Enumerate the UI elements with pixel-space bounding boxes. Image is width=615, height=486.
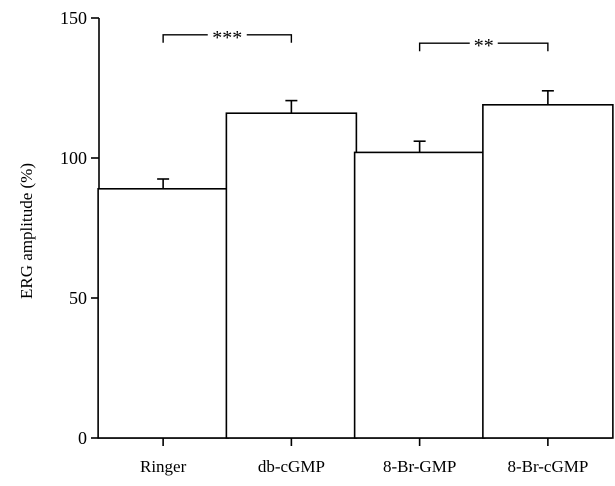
bar-8-br-cgmp (482, 104, 614, 439)
significance-label: *** (212, 27, 242, 49)
y-tick-label: 150 (60, 8, 87, 28)
bars (97, 104, 614, 439)
x-tick-label: Ringer (140, 457, 187, 476)
x-tick-label: 8-Br-GMP (383, 457, 456, 476)
bar-ringer (97, 188, 229, 439)
significance-bracket-right (497, 42, 549, 52)
bar-8-br-gmp (353, 151, 486, 439)
x-tick-label: 8-Br-cGMP (507, 457, 588, 476)
x-tick-label: db-cGMP (258, 457, 325, 476)
y-axis-label: ERG amplitude (%) (17, 163, 36, 299)
significance-brackets: *** ** (162, 27, 549, 57)
y-tick-label: 0 (78, 428, 87, 448)
significance-bracket-left (162, 34, 208, 43)
y-tick-label: 50 (69, 288, 87, 308)
significance-label: ** (474, 35, 494, 57)
axes: 0 50 100 150 Ringer db-cGMP 8-Br-GMP 8-Br-cGMP (60, 8, 612, 476)
y-tick-label: 100 (60, 148, 87, 168)
bar-db-cgmp (225, 112, 358, 439)
significance-bracket-right (246, 34, 293, 43)
significance-bracket-left (418, 42, 470, 52)
error-bars (157, 90, 554, 189)
